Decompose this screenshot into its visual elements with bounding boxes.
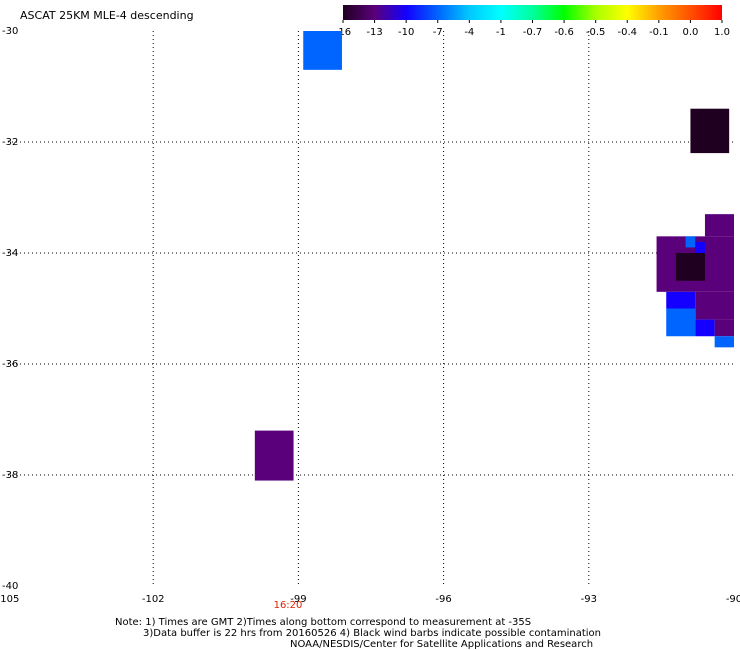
colorbar-tick-label: 0.0: [682, 27, 698, 38]
y-tick-label: -32: [2, 137, 18, 148]
y-tick-label: -36: [2, 359, 18, 370]
x-tick-label: -105: [0, 594, 19, 605]
note-line-1: Note: 1) Times are GMT 2)Times along bot…: [115, 617, 531, 628]
data-cell: [666, 308, 696, 337]
colorbar-tick-label: -0.1: [649, 27, 669, 38]
x-tick-label: -90: [726, 594, 740, 605]
data-cell: [690, 108, 730, 154]
colorbar-tick-label: -1: [496, 27, 506, 38]
time-marker-label: 16:20: [274, 600, 303, 611]
data-cell: [685, 236, 696, 248]
colorbar-tick-label: -7: [433, 27, 443, 38]
y-tick-label: -40: [2, 581, 18, 592]
y-tick-label: -38: [2, 470, 18, 481]
data-cell: [254, 430, 294, 481]
data-cell: [675, 253, 705, 281]
colorbar-tick-label: -4: [464, 27, 474, 38]
chart-title: ASCAT 25KM MLE-4 descending: [20, 9, 194, 22]
colorbar: [343, 5, 722, 20]
colorbar-tick-label: -0.6: [554, 27, 574, 38]
y-tick-label: -30: [2, 26, 18, 37]
y-axis-ticks: -30 -32 -34 -36 -38 -40: [2, 26, 18, 592]
data-cell: [714, 319, 734, 337]
note-line-2: 3)Data buffer is 22 hrs from 20160526 4)…: [143, 628, 601, 639]
colorbar-gradient: [343, 5, 722, 20]
x-tick-label: -99: [290, 594, 306, 605]
colorbar-tick-label: 1.0: [714, 27, 730, 38]
x-tick-label: -102: [142, 594, 165, 605]
x-tick-label: -93: [581, 594, 597, 605]
data-cell: [695, 241, 705, 253]
colorbar-labels: -16 -13 -10 -7 -4 -1 -0.7 -0.6 -0.5 -0.4 -0.1 0.0 1.…: [335, 20, 730, 38]
data-cells: [254, 31, 734, 481]
data-cell: [695, 291, 734, 320]
data-cell: [704, 214, 734, 237]
colorbar-tick-label: -16: [335, 27, 351, 38]
x-axis-ticks: -105 -102 -99 -96 -93 -90: [0, 594, 740, 605]
data-cell: [303, 31, 342, 70]
colorbar-tick-label: -10: [398, 27, 414, 38]
data-cell: [695, 319, 715, 337]
colorbar-tick-label: -0.4: [617, 27, 637, 38]
colorbar-tick-label: -0.7: [523, 27, 543, 38]
grid-lines: [8, 31, 734, 586]
colorbar-tick-label: -0.5: [586, 27, 606, 38]
x-tick-label: -96: [435, 594, 451, 605]
note-line-3: NOAA/NESDIS/Center for Satellite Applica…: [290, 639, 593, 650]
colorbar-tick-label: -13: [366, 27, 382, 38]
data-cell: [714, 336, 734, 348]
y-tick-label: -34: [2, 248, 18, 259]
data-cell: [666, 291, 696, 309]
